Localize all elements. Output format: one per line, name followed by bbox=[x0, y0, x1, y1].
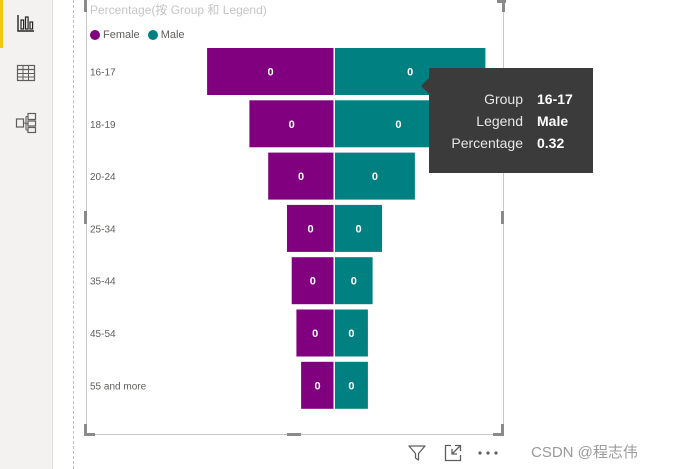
tooltip-value-legend: Male bbox=[537, 113, 569, 129]
bar-male-5[interactable] bbox=[335, 309, 368, 357]
tooltip-value-group: 16-17 bbox=[537, 91, 573, 107]
bar-female-4[interactable] bbox=[291, 257, 334, 305]
data-label-female-3: 0 bbox=[307, 223, 313, 235]
legend-label-male: Male bbox=[160, 29, 185, 41]
bar-female-0[interactable] bbox=[207, 48, 334, 95]
resize-handle-bottom-left-v[interactable] bbox=[84, 424, 87, 436]
bar-female-1[interactable] bbox=[249, 100, 334, 148]
data-label-female-4: 0 bbox=[310, 276, 316, 288]
data-label-male-2: 0 bbox=[372, 171, 378, 183]
category-label-6: 55 and more bbox=[90, 381, 147, 392]
resize-handle-top-left[interactable] bbox=[84, 0, 87, 12]
category-label-4: 35-44 bbox=[90, 277, 116, 288]
data-label-female-1: 0 bbox=[289, 119, 295, 131]
focus-mode-button[interactable] bbox=[443, 443, 463, 463]
data-label-male-3: 0 bbox=[355, 223, 361, 235]
bar-male-3[interactable] bbox=[335, 204, 382, 252]
chart-legend: Female Male bbox=[90, 29, 189, 41]
category-label-5: 45-54 bbox=[90, 329, 116, 340]
resize-handle-bottom[interactable] bbox=[287, 433, 301, 436]
canvas-boundary bbox=[73, 0, 74, 469]
active-view-indicator bbox=[0, 0, 3, 48]
data-label-male-0: 0 bbox=[407, 67, 413, 79]
resize-handle-top-right-v[interactable] bbox=[502, 0, 505, 12]
watermark-text: CSDN @程志伟 bbox=[531, 444, 638, 461]
filter-icon bbox=[408, 445, 426, 461]
category-label-0: 16-17 bbox=[90, 68, 116, 79]
resize-handle-bottom-right-v[interactable] bbox=[501, 424, 504, 436]
resize-handle-right[interactable] bbox=[501, 211, 504, 224]
bar-female-2[interactable] bbox=[268, 152, 334, 200]
data-label-female-2: 0 bbox=[298, 171, 304, 183]
report-view-button[interactable] bbox=[11, 8, 41, 38]
more-options-button[interactable] bbox=[477, 443, 499, 463]
filter-button[interactable] bbox=[407, 443, 427, 463]
data-label-female-5: 0 bbox=[312, 328, 318, 340]
data-label-male-4: 0 bbox=[351, 276, 357, 288]
chart-tooltip: Group 16-17 Legend Male Percentage 0.32 bbox=[421, 68, 593, 173]
model-view-button[interactable] bbox=[11, 108, 41, 138]
left-rail bbox=[0, 0, 53, 469]
data-view-button[interactable] bbox=[11, 58, 41, 88]
legend-item-female[interactable]: Female bbox=[90, 29, 140, 41]
bar-female-3[interactable] bbox=[287, 204, 334, 252]
table-grid-icon bbox=[16, 64, 36, 82]
bar-male-6[interactable] bbox=[335, 361, 368, 409]
category-label-2: 20-24 bbox=[90, 172, 116, 183]
bar-male-2[interactable] bbox=[335, 152, 415, 200]
legend-swatch-female bbox=[90, 30, 100, 40]
data-label-female-6: 0 bbox=[314, 380, 320, 392]
chart-title: Percentage(按 Group 和 Legend) bbox=[90, 3, 267, 17]
bar-female-5[interactable] bbox=[296, 309, 334, 357]
legend-label-female: Female bbox=[103, 29, 140, 41]
tooltip-value-percentage: 0.32 bbox=[537, 135, 565, 151]
resize-handle-top-right[interactable] bbox=[497, 0, 506, 3]
tooltip-row-legend: Legend Male bbox=[429, 113, 593, 129]
data-label-male-5: 0 bbox=[348, 328, 354, 340]
bar-female-6[interactable] bbox=[301, 361, 334, 409]
tooltip-key-group: Group bbox=[484, 91, 523, 107]
tooltip-row-percentage: Percentage 0.32 bbox=[429, 135, 593, 151]
resize-handle-left[interactable] bbox=[84, 211, 87, 224]
resize-handle-bottom-left[interactable] bbox=[84, 433, 95, 436]
tooltip-key-legend: Legend bbox=[476, 113, 523, 129]
bar-chart-icon bbox=[17, 15, 34, 32]
data-label-male-6: 0 bbox=[348, 380, 354, 392]
data-label-male-1: 0 bbox=[395, 119, 401, 131]
tooltip-key-percentage: Percentage bbox=[451, 135, 523, 151]
category-label-3: 25-34 bbox=[90, 224, 116, 235]
resize-handle-bottom-right[interactable] bbox=[493, 433, 504, 436]
focus-mode-icon bbox=[444, 444, 462, 462]
bar-male-4[interactable] bbox=[335, 257, 373, 305]
tooltip-row-group: Group 16-17 bbox=[429, 91, 593, 107]
model-relationships-icon bbox=[15, 112, 37, 134]
legend-item-male[interactable]: Male bbox=[147, 29, 185, 41]
tooltip-pointer bbox=[421, 78, 429, 94]
category-label-1: 18-19 bbox=[90, 120, 116, 131]
more-options-icon bbox=[478, 451, 498, 455]
legend-swatch-male bbox=[147, 30, 158, 40]
data-label-female-0: 0 bbox=[267, 67, 273, 79]
